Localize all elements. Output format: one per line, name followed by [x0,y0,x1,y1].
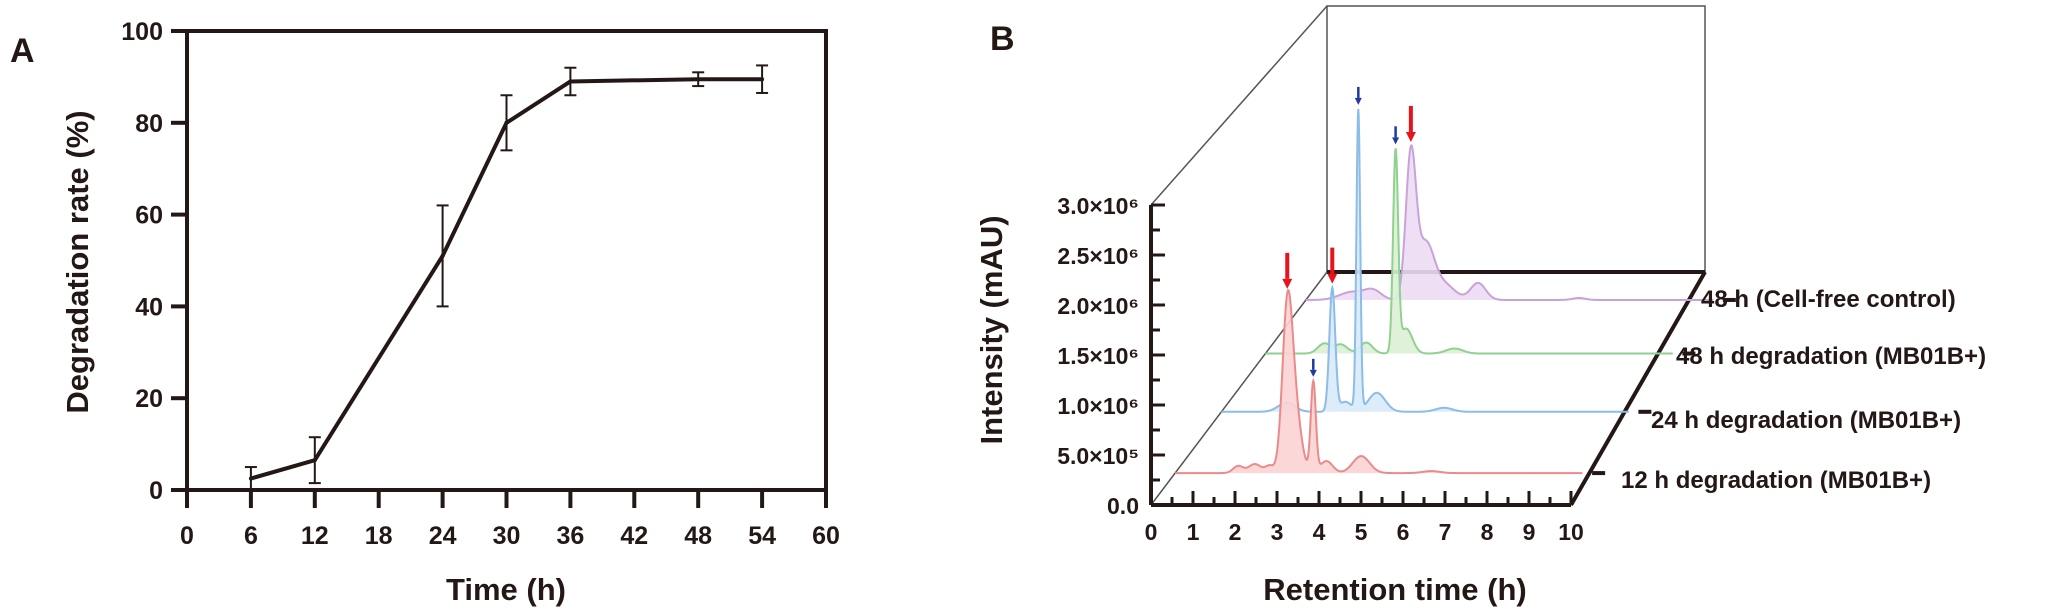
series-label: 48 h (Cell-free control) [1701,286,1956,313]
data-point [504,120,509,125]
back-wall [1326,5,1706,273]
x-tick-label: 0 [180,522,194,550]
x-tick-label: 42 [620,522,648,550]
x-tick-label: 3 [1271,519,1284,545]
x-tick-label: 48 [684,522,712,550]
series-label: 12 h degradation (MB01B+) [1621,467,1931,494]
x-tick-label: 6 [244,522,258,550]
red-arrow-icon [1327,273,1338,284]
x-tick-label: 18 [365,522,393,550]
data-point [760,77,765,82]
y-tick-label: 2.0×10⁶ [1057,293,1139,319]
x-axis-label: Retention time (h) [1263,572,1527,607]
x-tick-label: 10 [1558,519,1584,545]
x-tick-label: 12 [301,522,329,550]
series-line [1305,143,1714,301]
x-tick-label: 60 [812,522,840,550]
series-area [1305,145,1714,300]
series-line [1175,288,1583,475]
x-tick-label: 36 [556,522,584,550]
y-tick-label: 40 [135,293,163,321]
x-tick-label: 6 [1397,519,1410,545]
data-point [568,79,573,84]
data-point [312,458,317,463]
blue-arrow-icon [1392,137,1400,145]
y-tick-label: 1.0×10⁶ [1057,393,1139,419]
y-tick-label: 1.5×10⁶ [1057,343,1139,369]
x-tick-label: 2 [1229,519,1242,545]
y-tick-label: 80 [135,110,163,138]
depth-axis [1569,271,1707,506]
x-tick-label: 24 [429,522,457,550]
x-tick-label: 30 [493,522,521,550]
y-tick-label: 100 [121,18,163,46]
y-tick-label: 0 [149,477,163,505]
y-axis-label: Intensity (mAU) [974,215,1009,444]
x-tick-label: 0 [1145,519,1158,545]
y-axis-label: Degradation rate (%) [60,110,95,413]
red-arrow-icon [1405,131,1416,142]
y-tick-label: 5.0×10⁵ [1057,443,1139,469]
x-axis-label: Time (h) [446,572,566,607]
panel-b-waterfall-chart: 0.0 5.0×10⁵ 1.0×10⁶ 1.5×10⁶ 2.0×10⁶ 2.5×10⁶ 3.… [974,5,1986,607]
floor-left-edge [1150,271,1328,506]
x-tick-label: 4 [1313,519,1326,545]
y-tick-label: 0.0 [1107,493,1139,519]
data-point [440,253,445,258]
blue-arrow-icon [1354,97,1362,105]
x-tick-label: 5 [1355,519,1368,545]
series-label: 24 h degradation (MB01B+) [1651,407,1961,434]
panel-b-label: B [990,20,1015,58]
x-tick-label: 1 [1187,519,1200,545]
blue-arrow-icon [1309,369,1317,377]
x-tick-label: 7 [1439,519,1452,545]
red-arrow-icon [1282,278,1293,289]
data-point [248,476,253,481]
panel-a-line-chart: 0 6 12 18 24 30 36 42 48 54 60 0 20 40 60 80 100 Time (h)… [60,18,840,607]
x-tick-label: 8 [1481,519,1494,545]
y-tick-label: 20 [135,385,163,413]
series-label: 48 h degradation (MB01B+) [1676,343,1986,370]
panel-a-label: A [10,32,35,70]
data-point [696,77,701,82]
y-tick-label: 3.0×10⁶ [1057,193,1139,219]
x-tick-label: 54 [748,522,776,550]
y-tick-label: 2.5×10⁶ [1057,243,1139,269]
back-box-edge [1150,5,1328,206]
y-tick-label: 60 [135,202,163,230]
x-tick-label: 9 [1523,519,1536,545]
series-area [1175,290,1583,474]
